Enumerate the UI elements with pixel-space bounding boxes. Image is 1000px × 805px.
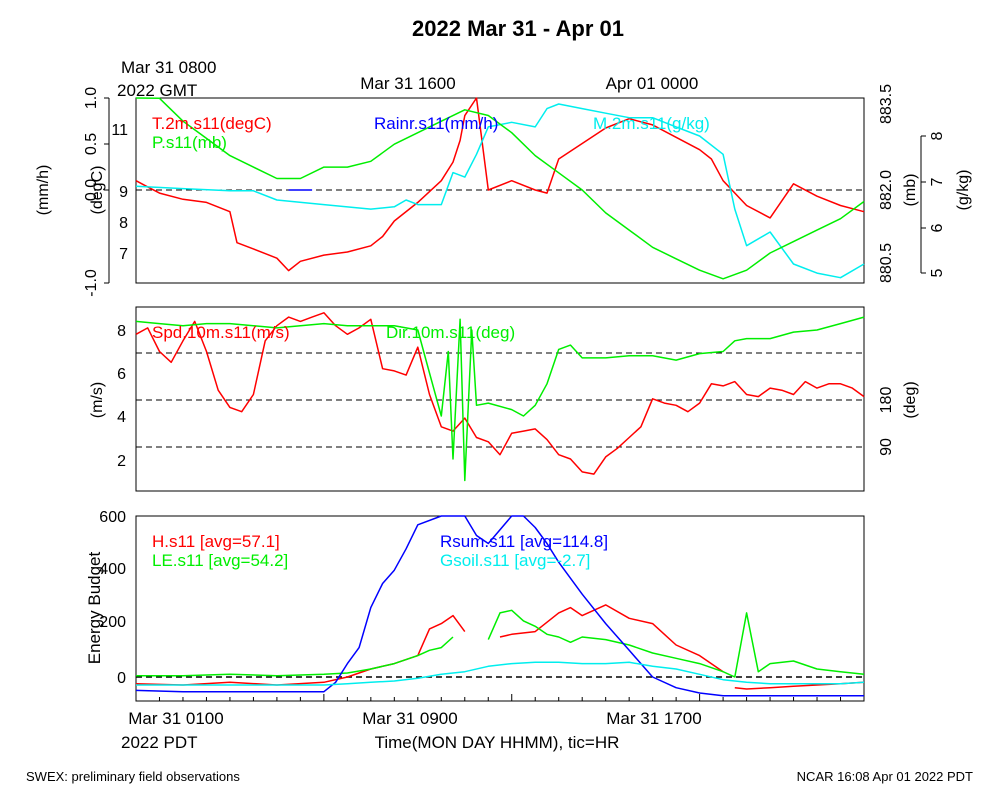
pdt-year-label: 2022 PDT	[121, 733, 198, 752]
legend-temp: T.2m.s11(degC)	[152, 114, 272, 133]
energy-axis-label: Energy Budget	[85, 551, 104, 664]
rain-tick-3: 0.0	[83, 179, 100, 201]
rain-tick-4: -1.0	[83, 269, 100, 297]
direction-tick-1: 180	[878, 387, 895, 414]
series-line-red	[499, 604, 724, 673]
speed-tick-4: 2	[117, 453, 126, 470]
energy-tick-1: 600	[99, 509, 126, 526]
middle-panel-frame	[135, 306, 865, 492]
temp-tick-4: 7	[119, 246, 128, 263]
mixing-tick-1: 8	[929, 131, 946, 140]
energy-tick-4: 0	[117, 670, 126, 687]
series-line-green	[135, 316, 865, 482]
temp-axis-label: (degC)	[89, 166, 106, 215]
mixing-tick-2: 7	[929, 177, 946, 186]
series-line-green	[136, 636, 454, 677]
gmt-mid-label: Mar 31 1600	[360, 74, 455, 93]
legend-sensible-heat: H.s11 [avg=57.1]	[152, 532, 280, 551]
direction-tick-2: 90	[878, 438, 895, 456]
series-line-red	[135, 312, 865, 475]
series-line-cyan	[135, 103, 865, 279]
temp-tick-3: 8	[119, 215, 128, 232]
mixing-tick-4: 5	[929, 268, 946, 277]
rain-tick-2: 0.5	[83, 133, 100, 155]
rain-tick-1: 1.0	[83, 87, 100, 109]
footer-right: NCAR 16:08 Apr 01 2022 PDT	[797, 769, 973, 784]
mixing-tick-3: 6	[929, 223, 946, 232]
legend-pressure: P.s11(mb)	[152, 133, 227, 152]
speed-tick-2: 6	[117, 366, 126, 383]
mixing-axis-ticks	[921, 135, 926, 274]
gmt-first-label-2: 2022 GMT	[117, 81, 197, 100]
legend-direction: Dir.10m.s11(deg)	[386, 323, 515, 342]
rain-axis-label: (mm/h)	[35, 165, 52, 216]
series-line-cyan	[136, 661, 865, 686]
speed-tick-1: 8	[117, 323, 126, 340]
pdt-first-label: Mar 31 0100	[128, 709, 223, 728]
pdt-mid-label: Mar 31 0900	[362, 709, 457, 728]
temp-tick-2: 9	[119, 184, 128, 201]
footer-left: SWEX: preliminary field observations	[26, 769, 240, 784]
legend-rain: Rainr.s11(mm/h)	[374, 114, 498, 133]
mixing-axis-label: (g/kg)	[955, 170, 972, 211]
gmt-first-label-1: Mar 31 0800	[121, 58, 216, 77]
energy-tick-3: 200	[99, 614, 126, 631]
energy-tick-2: 400	[99, 561, 126, 578]
chart-title: 2022 Mar 31 - Apr 01	[412, 16, 624, 41]
legend-mixing: M.2m.s11(g/kg)	[593, 114, 710, 133]
pressure-tick-3: 880.5	[878, 243, 895, 283]
temp-tick-1: 11	[111, 122, 128, 139]
pdt-last-label: Mar 31 1700	[606, 709, 701, 728]
legend-net-radiation: Rsum.s11 [avg=114.8]	[440, 532, 608, 551]
legend-soil-heat: Gsoil.s11 [avg=-2.7]	[440, 551, 590, 570]
series-line-green	[135, 97, 865, 280]
series-line-green	[487, 609, 865, 678]
pressure-axis-label: (mb)	[902, 174, 919, 207]
series-line-blue	[135, 515, 864, 697]
speed-axis-label: (m/s)	[89, 382, 106, 418]
series-line-red	[135, 97, 865, 272]
legend-latent-heat: LE.s11 [avg=54.2]	[152, 551, 288, 570]
pressure-tick-1: 883.5	[878, 84, 895, 124]
rain-axis-ticks	[104, 97, 109, 284]
direction-axis-label: (deg)	[902, 381, 919, 418]
series-layer	[135, 97, 865, 697]
gmt-last-label: Apr 01 0000	[606, 74, 699, 93]
pressure-tick-2: 882.0	[878, 170, 895, 210]
x-axis-ticks	[135, 694, 865, 701]
x-axis-label: Time(MON DAY HHMM), tic=HR	[375, 733, 620, 752]
bottom-panel-frame	[135, 515, 865, 702]
speed-tick-3: 4	[117, 409, 126, 426]
legend-speed: Spd.10m.s11(m/s)	[152, 323, 290, 342]
